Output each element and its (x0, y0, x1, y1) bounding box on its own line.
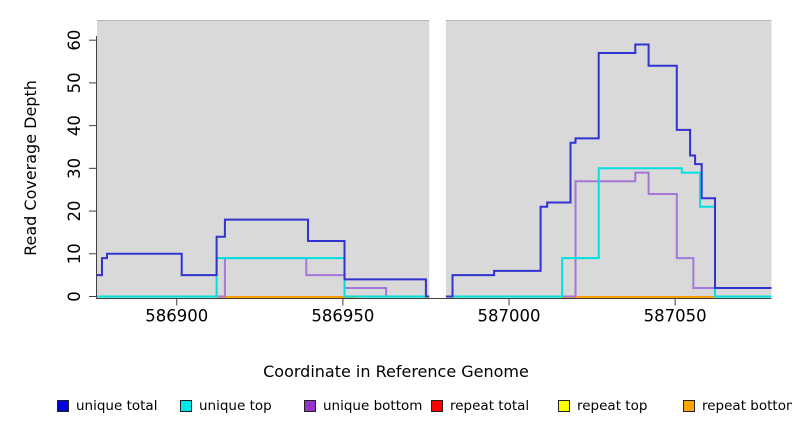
series-unique-total-line (97, 43, 772, 298)
no-data-gap (429, 19, 446, 300)
y-tick-label: 50 (65, 72, 84, 93)
x-tick-label: 586900 (145, 307, 208, 326)
y-tick-label: 20 (65, 201, 84, 222)
y-tick-label: 30 (65, 158, 84, 179)
series-unique-top-line (97, 167, 772, 298)
y-tick-label: 40 (65, 115, 84, 136)
x-tick-label: 587000 (478, 307, 541, 326)
y-tick-label: 0 (65, 291, 84, 302)
series-unique-bottom-line (97, 171, 772, 298)
y-tick-label: 60 (65, 30, 84, 51)
x-tick-label: 587050 (644, 307, 707, 326)
y-tick-label: 10 (65, 243, 84, 264)
x-tick-label: 586950 (311, 307, 374, 326)
y-axis-title: Read Coverage Depth (21, 80, 40, 256)
x-axis-title: Coordinate in Reference Genome (263, 362, 529, 381)
